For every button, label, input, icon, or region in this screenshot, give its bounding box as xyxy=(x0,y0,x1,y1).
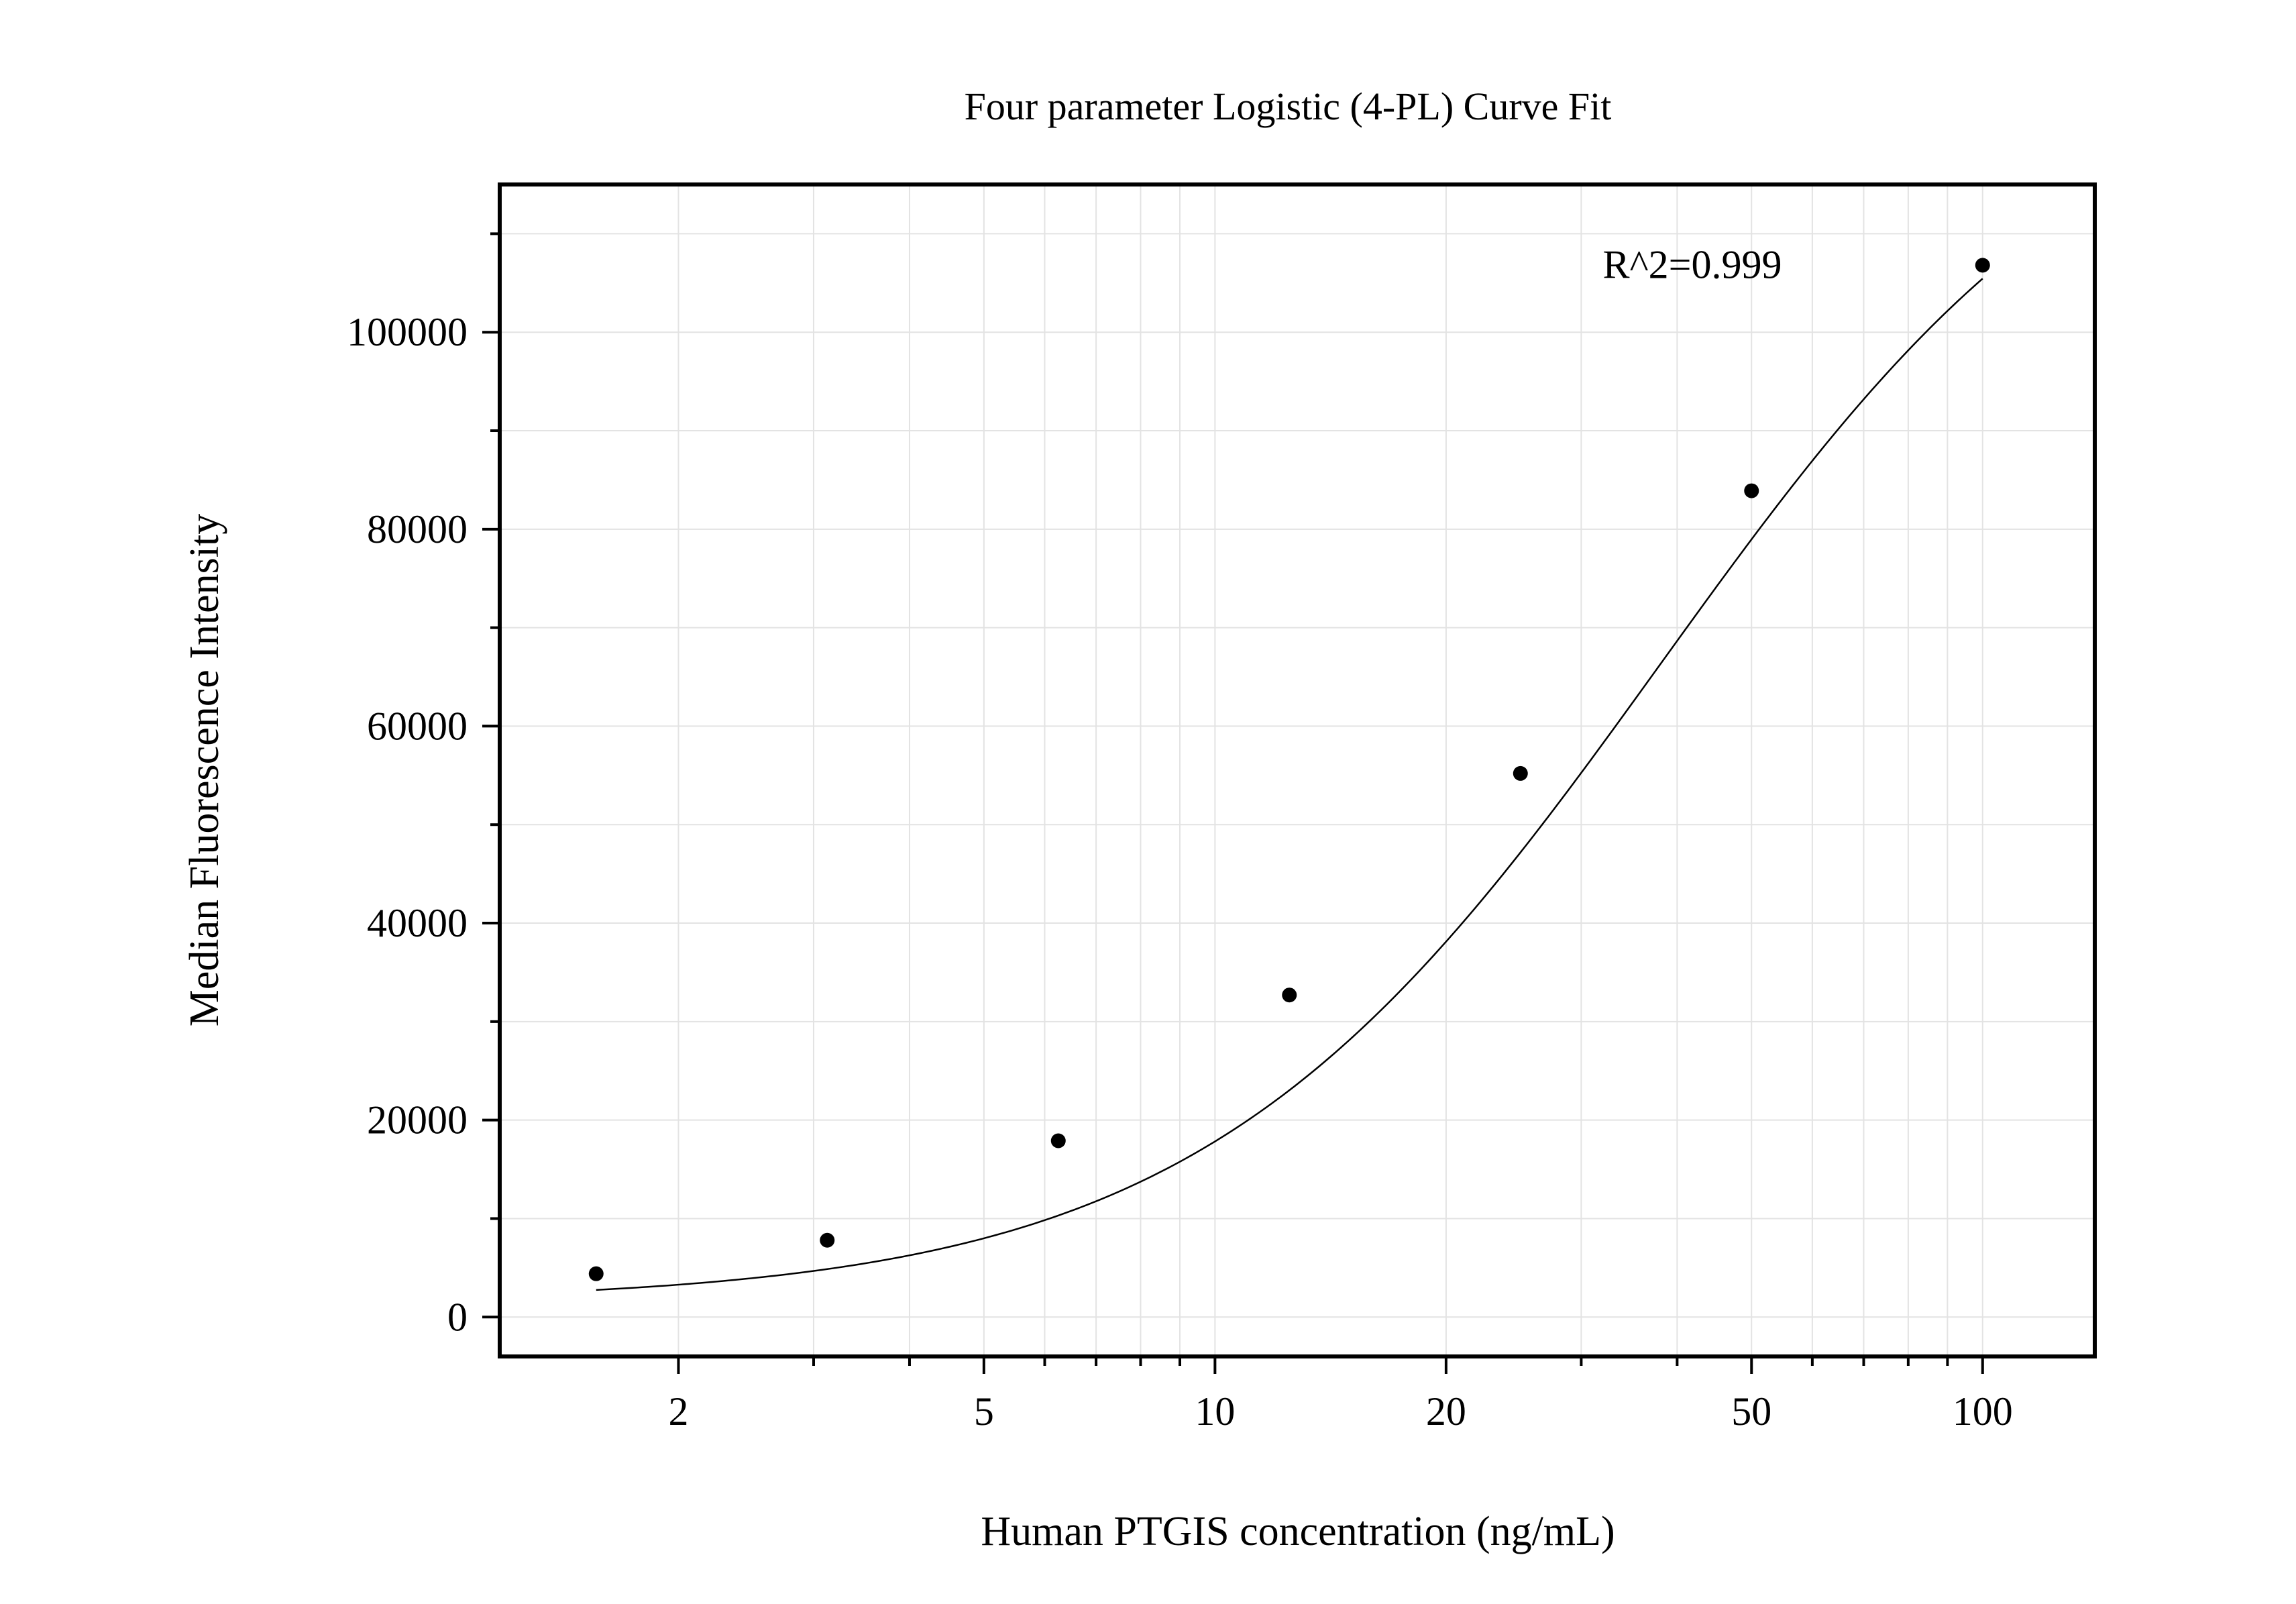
grid-lines xyxy=(500,184,2095,1356)
y-tick-label: 20000 xyxy=(367,1098,468,1142)
x-tick-label: 50 xyxy=(1731,1389,1771,1434)
data-point xyxy=(1744,483,1759,498)
data-point xyxy=(1050,1133,1066,1148)
plot-frame xyxy=(498,182,2097,1358)
axis-ticks xyxy=(482,232,1984,1374)
x-tick-label: 2 xyxy=(668,1389,688,1434)
data-point xyxy=(588,1266,604,1281)
x-tick-label: 20 xyxy=(1426,1389,1466,1434)
y-tick-label: 0 xyxy=(447,1295,468,1339)
y-tick-label: 80000 xyxy=(367,507,468,551)
tick-labels: 2 5 10 20 50 100 0 20000 40000 60000 80000 100000 xyxy=(347,310,2013,1434)
data-points xyxy=(588,258,1990,1281)
data-point xyxy=(1513,765,1528,781)
fit-curve xyxy=(596,278,1983,1291)
y-tick-label: 100000 xyxy=(347,310,468,354)
r-squared-annotation: R^2=0.999 xyxy=(1602,242,1782,286)
x-tick-label: 10 xyxy=(1195,1389,1235,1434)
x-tick-label: 5 xyxy=(974,1389,994,1434)
data-point xyxy=(820,1232,835,1248)
y-tick-label: 60000 xyxy=(367,704,468,748)
fit-curve-layer xyxy=(596,278,1983,1291)
chart-title: Four parameter Logistic (4-PL) Curve Fit xyxy=(965,85,1612,128)
y-axis-label: Median Fluorescence Intensity xyxy=(182,514,227,1026)
y-tick-label: 40000 xyxy=(367,901,468,945)
data-point xyxy=(1282,987,1297,1003)
x-tick-label: 100 xyxy=(1953,1389,2013,1434)
x-axis-label: Human PTGIS concentration (ng/mL) xyxy=(981,1509,1615,1554)
data-point xyxy=(1975,258,1990,273)
